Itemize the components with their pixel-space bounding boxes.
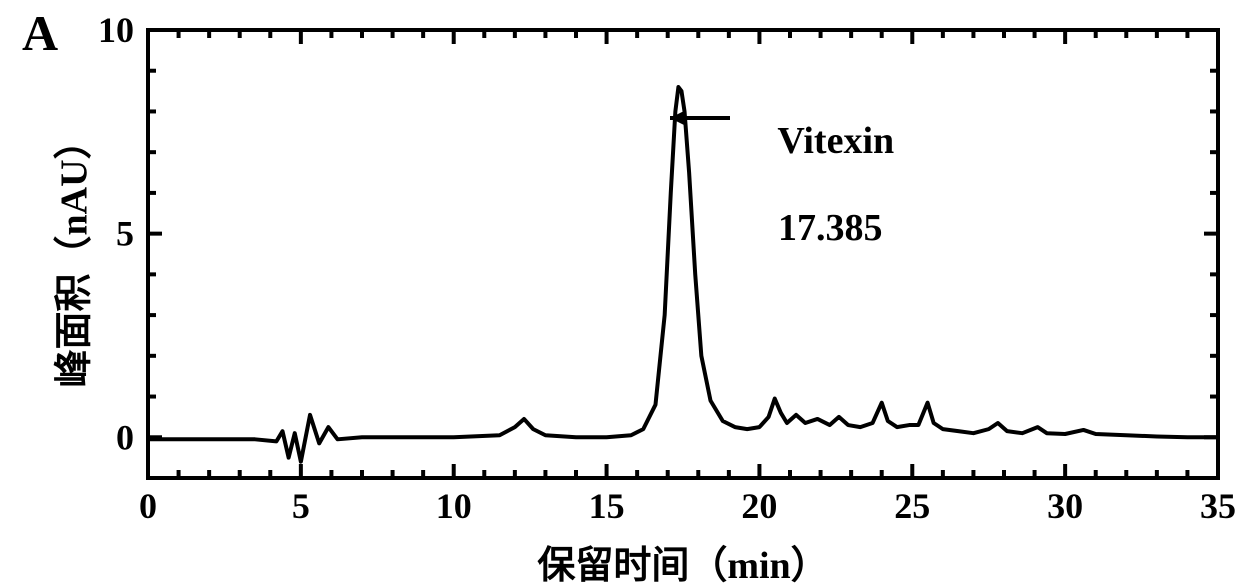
- svg-text:0: 0: [116, 417, 134, 457]
- annotation-line1: Vitexin: [777, 120, 894, 162]
- svg-text:20: 20: [741, 486, 777, 526]
- svg-text:5: 5: [116, 214, 134, 254]
- svg-text:25: 25: [894, 486, 930, 526]
- svg-text:5: 5: [292, 486, 310, 526]
- svg-text:35: 35: [1200, 486, 1236, 526]
- chromatogram-figure: A 峰面积（nAU） 保留时间（min） Vitexin 17.385 0 5 10…: [0, 0, 1240, 583]
- peak-annotation: Vitexin 17.385: [740, 76, 894, 294]
- svg-text:0: 0: [139, 486, 157, 526]
- annotation-line2: 17.385: [778, 207, 883, 249]
- svg-text:10: 10: [436, 486, 472, 526]
- svg-text:10: 10: [98, 10, 134, 50]
- svg-text:15: 15: [589, 486, 625, 526]
- panel-label: A: [22, 4, 58, 62]
- x-axis-label: 保留时间（min）: [533, 534, 833, 583]
- y-axis-label: 峰面积（nAU）: [43, 128, 98, 388]
- plot-area: 0 5 10 15 20 25 30 35 0 5 10: [0, 0, 1240, 583]
- svg-text:30: 30: [1047, 486, 1083, 526]
